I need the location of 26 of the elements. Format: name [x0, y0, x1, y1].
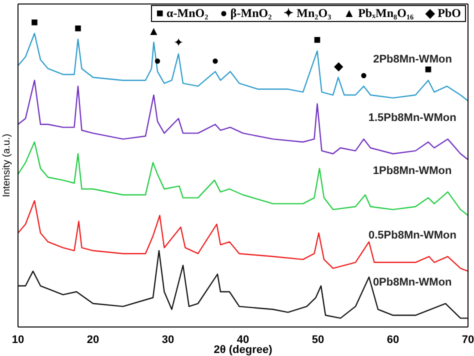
x-tick-label: 40 [236, 334, 250, 346]
annotation: ■ [74, 20, 82, 35]
annotation: ■ [314, 32, 321, 47]
text: ◆ PbO [426, 6, 461, 21]
x-axis-title: 2θ (degree) [214, 344, 273, 356]
annotation: ● [360, 68, 368, 82]
series-label: 1Pb8Mn-WMon [372, 164, 452, 177]
text: ▲ PbₓMn₈O₁₆ [343, 6, 414, 21]
annotation: ■ [30, 15, 38, 30]
x-tick-label: 70 [462, 334, 474, 346]
x-tick-label: 10 [12, 334, 24, 346]
x-tick-label: 30 [162, 334, 174, 346]
text: ✦ Mn₂O₃ [284, 6, 332, 21]
annotation: ✦ [174, 36, 184, 50]
text: ■ α-MnO₂ [156, 6, 208, 21]
y-axis-title: Intensity (a.u.) [2, 134, 13, 198]
annotation: ◆ [334, 59, 344, 74]
annotation: ● [212, 53, 219, 68]
series-label: 1.5Pb8Mn-WMon [368, 112, 457, 124]
x-tick-label: 60 [386, 334, 400, 346]
text: ● β-MnO₂ [220, 6, 272, 21]
x-tick-label: 20 [86, 334, 100, 346]
annotation: ▲ [148, 24, 160, 38]
series-label: 0.5Pb8Mn-WMon [368, 230, 457, 242]
x-tick-label: 50 [312, 334, 324, 346]
series-label: 0Pb8Mn-WMon [372, 276, 452, 289]
